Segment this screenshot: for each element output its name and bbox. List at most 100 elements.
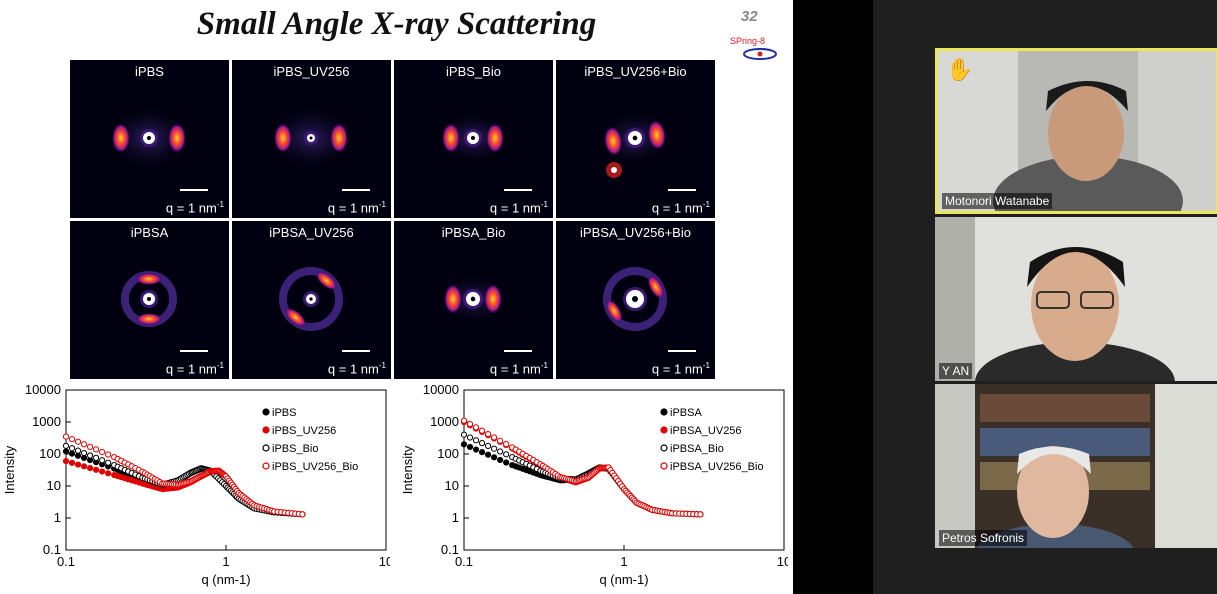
- p0-point-s3: [68, 436, 76, 443]
- saxs-image-8: iPBSA_UV256+Bio q = 1 nm-1: [556, 221, 715, 379]
- scale-bar: [342, 350, 370, 352]
- p0-point-s3: [93, 446, 100, 453]
- scale-bar: [504, 350, 532, 352]
- slide-title: Small Angle X-ray Scattering: [196, 6, 597, 42]
- p1-point-s0: [466, 443, 474, 451]
- p1-xlabel: q (nm-1): [599, 572, 648, 587]
- p1-point-s0: [484, 451, 492, 458]
- saxs-plot-ipbsa: 0.1 1 10 100 1000 10000 0.1 1 10 Intensity q (nm-1…: [398, 382, 791, 594]
- scale-label: q = 1 nm-1: [651, 360, 710, 376]
- p1-legend-label-2: iPBSA_Bio: [670, 443, 724, 455]
- p1-point-s2: [472, 437, 480, 444]
- p0-legend-label-1: iPBS_UV256: [272, 425, 336, 437]
- p1-point-s3: [497, 437, 504, 444]
- p0-point-s3: [99, 448, 106, 456]
- saxs-image-label: iPBSA_Bio: [441, 225, 506, 240]
- p0-ytick-label: 10000: [25, 384, 61, 397]
- participant-name: Motonori Watanabe: [942, 193, 1053, 209]
- p1-point-s2: [497, 448, 504, 455]
- p1-legend-label-0: iPBSA: [670, 407, 702, 419]
- p1-point-s2: [491, 445, 498, 452]
- p1-legend-label-1: iPBSA_UV256: [670, 425, 742, 437]
- participant-video-motonori: [938, 51, 1216, 211]
- scale-bar: [180, 350, 208, 352]
- p1-point-s0: [491, 454, 498, 461]
- p1-xtick-label: 0.1: [455, 554, 473, 569]
- scale-bar: [342, 189, 370, 191]
- p0-point-s3: [86, 443, 94, 450]
- p0-xtick-label: 1: [222, 554, 229, 569]
- p0-ylabel: Intensity: [2, 445, 17, 494]
- saxs-pattern: [394, 221, 553, 379]
- p0-legend-label-2: iPBS_Bio: [272, 443, 318, 455]
- p0-ytick-label: 0.1: [43, 542, 61, 557]
- p1-ytick-label: 10: [445, 478, 459, 493]
- p1-ytick-label: 0.1: [441, 542, 459, 557]
- p0-xtick-label: 10: [379, 554, 390, 569]
- p1-point-s3: [460, 417, 468, 424]
- saxs-pattern: [556, 221, 715, 379]
- p0-ytick-label: 1: [54, 510, 61, 525]
- p1-ylabel: Intensity: [400, 445, 415, 494]
- saxs-image-7: iPBSA_Bio q = 1 nm-1: [394, 221, 553, 379]
- p0-point-s3: [80, 441, 88, 448]
- saxs-image-6: iPBSA_UV256 q = 1 nm-1: [232, 221, 391, 379]
- p1-point-s0: [503, 459, 510, 466]
- p1-point-s2: [478, 440, 486, 447]
- p0-point-s1: [74, 461, 82, 468]
- p0-xtick-label: 0.1: [57, 554, 75, 569]
- p1-point-s2: [484, 442, 492, 450]
- p0-point-s1: [99, 468, 106, 475]
- p0-legend-marker-1: [262, 426, 270, 434]
- p0-point-s3: [299, 511, 306, 518]
- p0-point-s2: [80, 449, 88, 457]
- p1-point-s0: [460, 441, 468, 448]
- p0-point-s1: [80, 463, 88, 470]
- saxs-plot-ipbsa-svg: 0.1 1 10 100 1000 10000 0.1 1 10 Intensity q (nm-1…: [400, 382, 791, 587]
- p0-legend-marker-0: [262, 408, 270, 416]
- saxs-image-4: iPBS_UV256+Bio q = 1 nm-1: [556, 60, 715, 218]
- saxs-image-label: iPBSA: [130, 225, 169, 240]
- p0-point-s1: [86, 464, 94, 472]
- p0-point-s1: [105, 470, 112, 477]
- p1-legend-marker-2: [660, 444, 668, 452]
- p0-point-s0: [74, 452, 82, 459]
- saxs-pattern: [232, 221, 391, 379]
- scale-bar: [668, 189, 696, 191]
- p0-point-s2: [62, 442, 70, 449]
- p0-point-s0: [68, 450, 76, 457]
- saxs-image-label: iPBS_Bio: [446, 64, 501, 79]
- scale-bar: [668, 350, 696, 352]
- raised-hand-icon: ✋: [946, 57, 974, 82]
- saxs-plot-ipbs: 0.1 1 10 100 1000 10000 0.1 1 10 Intensity q (nm-1…: [0, 382, 393, 594]
- participant-name: Y AN: [939, 363, 973, 379]
- participant-video-petros: [935, 384, 1217, 548]
- saxs-pattern: [70, 221, 229, 379]
- saxs-image-label: iPBS: [135, 64, 164, 79]
- scale-label: q = 1 nm-1: [489, 360, 548, 376]
- p0-point-s3: [74, 438, 82, 445]
- saxs-image-1: iPBS q = 1 nm-1: [70, 60, 229, 218]
- p0-point-s1: [93, 466, 100, 473]
- p0-point-s2: [93, 454, 100, 461]
- spring8-logo: SPring-8: [730, 36, 777, 60]
- screen-gap: [793, 0, 873, 594]
- p1-point-s2: [503, 451, 510, 458]
- scale-bar: [180, 189, 208, 191]
- scale-label: q = 1 nm-1: [651, 199, 710, 215]
- video-tile-petros[interactable]: Petros Sofronis: [935, 384, 1217, 548]
- p0-ytick-label: 1000: [32, 414, 61, 429]
- p1-ytick-label: 100: [437, 446, 459, 461]
- presentation-slide: Small Angle X-ray Scattering 32 SPring-8…: [0, 0, 793, 594]
- video-tile-yan[interactable]: Y AN: [935, 217, 1217, 381]
- p1-point-s3: [472, 424, 480, 431]
- p0-point-s2: [105, 459, 112, 466]
- p0-point-s2: [86, 452, 94, 459]
- p0-point-s2: [99, 457, 106, 464]
- p0-legend-marker-2: [262, 444, 270, 452]
- saxs-pattern: [232, 60, 391, 218]
- video-tile-motonori[interactable]: ✋ Motonori Watanabe: [935, 48, 1217, 214]
- participant-name: Petros Sofronis: [939, 530, 1028, 546]
- p0-point-s2: [68, 445, 76, 452]
- p1-ytick-label: 1000: [430, 414, 459, 429]
